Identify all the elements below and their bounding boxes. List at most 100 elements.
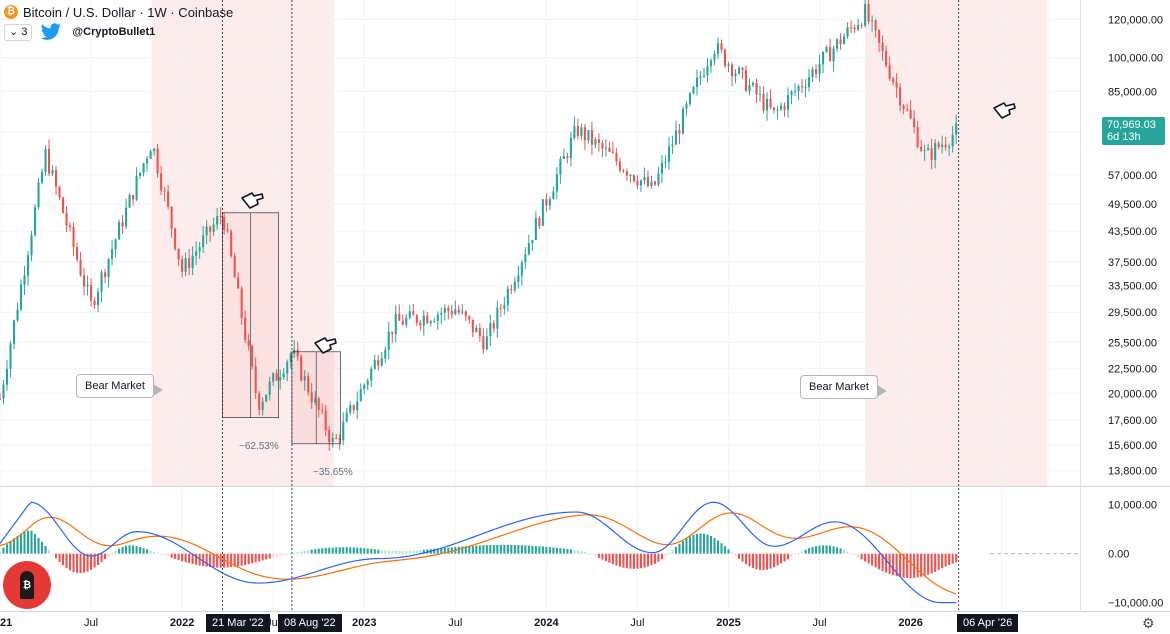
candle-body: [615, 152, 618, 162]
macd-bar: [604, 553, 607, 562]
candle-body: [815, 69, 818, 74]
candle-body: [832, 48, 835, 62]
candle-body: [566, 156, 569, 158]
macd-bar: [548, 547, 551, 554]
macd-bar: [478, 545, 481, 554]
price-tick-label: 17,600.00: [1108, 415, 1157, 427]
macd-bar: [755, 553, 758, 570]
candle-body: [531, 240, 534, 244]
macd-bar: [443, 547, 446, 554]
macd-bar: [433, 548, 436, 554]
candle-body: [5, 369, 9, 385]
macd-bar: [114, 550, 117, 554]
bitcoin-coin-icon: ₿: [4, 5, 18, 19]
time-tick-label: 2023: [352, 617, 376, 629]
macd-bar: [524, 545, 527, 554]
candle-body: [398, 313, 401, 321]
candle-body: [822, 51, 825, 65]
macd-bar: [534, 546, 537, 554]
candle-body: [597, 139, 600, 144]
macd-bar: [576, 550, 579, 554]
macd-bar: [160, 553, 163, 555]
macd-bar: [723, 546, 727, 554]
candle-body: [836, 39, 839, 49]
macd-tick-label: −10,000.00: [1108, 598, 1163, 610]
macd-bar: [646, 553, 649, 567]
candle-body: [730, 64, 734, 77]
candle-body: [468, 316, 471, 320]
bear-market-callout-1[interactable]: Bear Market: [76, 374, 163, 398]
candle-body: [429, 321, 432, 324]
candle-body: [692, 87, 695, 94]
macd-bar: [671, 550, 674, 554]
price-tick-label: 29,500.00: [1108, 307, 1157, 319]
candle-body: [951, 134, 954, 147]
macd-line: [0, 501, 957, 604]
candle-body: [513, 281, 516, 291]
macd-bar: [286, 553, 289, 555]
macd-bar: [909, 553, 912, 579]
macd-bar: [177, 553, 180, 561]
candle-body: [906, 109, 909, 111]
macd-bar: [552, 547, 555, 554]
hand-pointer-icon: [241, 192, 264, 209]
candle-body: [786, 95, 790, 110]
candle-body: [268, 381, 271, 395]
candle-body: [128, 194, 131, 208]
candle-body: [184, 258, 187, 272]
macd-bar: [118, 548, 121, 554]
macd-bar: [328, 547, 331, 554]
macd-bar: [275, 553, 278, 557]
candle-body: [580, 127, 583, 137]
time-tick-label: 2025: [716, 617, 740, 629]
macd-bar: [0, 551, 2, 554]
macd-bar: [422, 549, 425, 554]
candle-body: [205, 226, 208, 236]
indicator-toggle-button[interactable]: ⌄ 3: [4, 23, 33, 41]
macd-bar: [153, 551, 156, 554]
macd-bar: [317, 548, 320, 554]
macd-bar: [832, 546, 835, 554]
macd-bar: [489, 545, 492, 554]
macd-bar: [230, 553, 233, 568]
candle-body: [948, 146, 951, 148]
candle-body: [209, 226, 212, 232]
macd-bar: [559, 548, 562, 554]
time-tick-label: 2026: [898, 617, 922, 629]
macd-bar: [734, 553, 737, 556]
candle-body: [839, 39, 842, 45]
macd-bar: [730, 552, 734, 554]
candle-body: [769, 98, 772, 108]
macd-bar: [363, 548, 366, 554]
gear-icon[interactable]: ⚙: [1142, 615, 1155, 631]
candle-body: [923, 150, 926, 152]
macd-bar: [629, 553, 632, 569]
macd-bar: [33, 534, 37, 554]
macd-bar: [927, 553, 930, 575]
macd-bar: [709, 536, 713, 554]
bear-market-callout-2[interactable]: Bear Market: [800, 375, 887, 399]
macd-bar: [800, 551, 804, 554]
macd-bar: [706, 534, 709, 554]
symbol-header[interactable]: ₿ Bitcoin / U.S. Dollar · 1W · Coinbase: [4, 3, 233, 21]
candle-body: [335, 438, 338, 440]
macd-bar: [583, 552, 586, 554]
macd-bar: [468, 545, 471, 554]
macd-bar: [44, 545, 47, 554]
candle-body: [541, 199, 544, 226]
macd-bar: [359, 547, 362, 554]
macd-bar: [195, 553, 198, 565]
macd-bar: [657, 553, 660, 562]
candle-body: [289, 353, 292, 362]
bullet-glyph: ₿: [20, 571, 34, 599]
candle-body: [583, 127, 586, 141]
price-tick-label: 37,500.00: [1108, 257, 1157, 269]
macd-bar: [447, 547, 450, 554]
macd-bar: [90, 553, 93, 570]
macd-bar: [2, 547, 5, 554]
hand-pointer-icon: [993, 102, 1016, 119]
macd-bar: [643, 553, 646, 568]
candle-body: [370, 368, 373, 381]
macd-bar: [450, 547, 453, 554]
